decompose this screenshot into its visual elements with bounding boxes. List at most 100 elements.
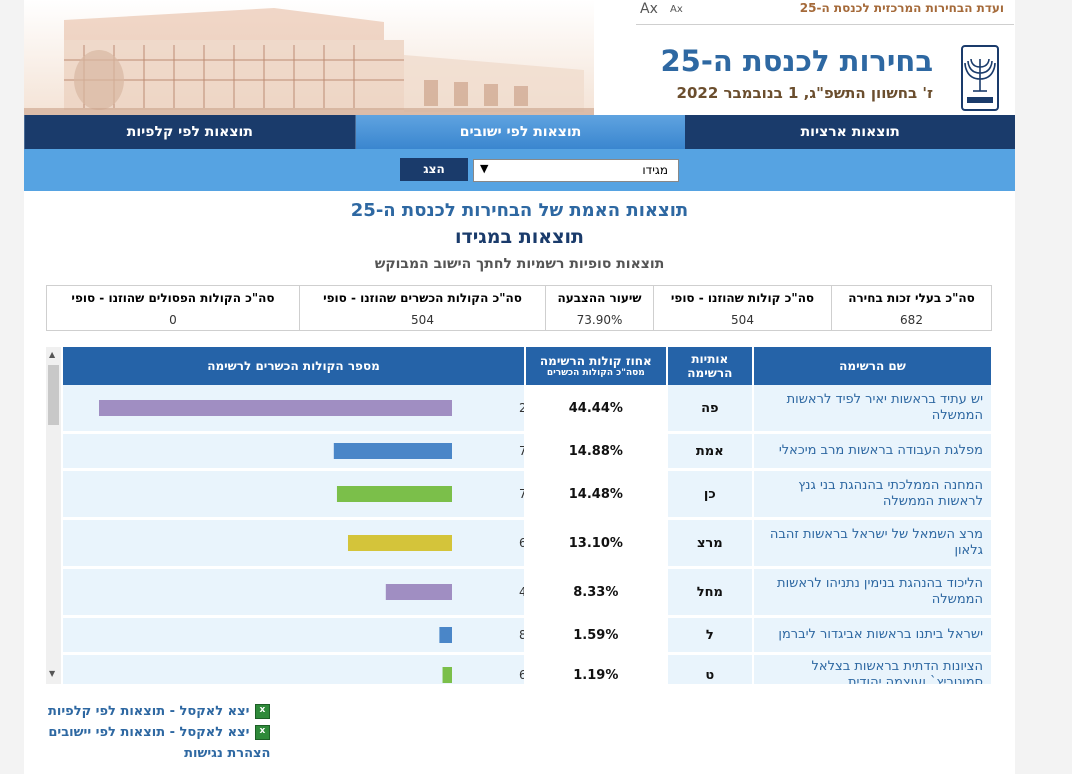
scroll-down-icon[interactable]: ▼ bbox=[49, 669, 56, 678]
summary-header-votes: סה"כ קולות שהוזנו - סופי bbox=[653, 285, 832, 310]
col-header-list-name: שם הרשימה bbox=[753, 347, 991, 385]
vote-bar-cell: 66 bbox=[63, 520, 525, 569]
list-name: מרצ השמאל של ישראל בראשות זהבה גלאון bbox=[753, 520, 991, 569]
table-row: ישראל ביתנו בראשות אביגדור ליברמן ל 1.59% 8 bbox=[63, 618, 991, 655]
main-nav: תוצאות לפי קלפיות תוצאות לפי ישובים תוצא… bbox=[24, 115, 1015, 149]
summary-header-turnout: שיעור ההצבעה bbox=[545, 285, 654, 310]
list-letters: ט bbox=[667, 655, 752, 684]
list-name: מפלגת העבודה בראשות מרב מיכאלי bbox=[753, 434, 991, 471]
dropdown-arrow-icon: ▼ bbox=[480, 162, 489, 175]
font-small-button[interactable]: Ax bbox=[670, 4, 683, 15]
vote-bar-chart: 66 bbox=[348, 535, 524, 551]
summary-header-invalid: סה"כ הקולות הפסולים שהוזנו - סופי bbox=[71, 291, 275, 305]
excel-icon bbox=[255, 725, 271, 740]
town-select[interactable]: מגידו ▼ bbox=[473, 159, 679, 182]
election-date: ז' בחשוון התשפ"ג, 1 בנובמבר 2022 bbox=[676, 84, 933, 102]
summary-value-turnout: 73.90% bbox=[545, 310, 654, 331]
vote-bar-cell: 73 bbox=[63, 471, 525, 520]
list-percent: 1.59% bbox=[526, 618, 666, 655]
final-results-subheading: תוצאות סופיות רשמיות לחתך הישוב המבוקש bbox=[374, 256, 665, 272]
list-name: ישראל ביתנו בראשות אביגדור ליברמן bbox=[753, 618, 991, 655]
summary-table: סה"כ בעלי זכות בחירה סה"כ קולות שהוזנו -… bbox=[46, 285, 992, 331]
vote-count-label: 8 bbox=[519, 628, 524, 642]
list-name: הליכוד בהנהגת בנימין נתניהו לראשות הממשל… bbox=[753, 569, 991, 618]
export-towns-label: יצא לאקסל - תוצאות לפי יישובים bbox=[48, 725, 250, 740]
knesset-building-banner bbox=[24, 0, 594, 115]
vote-count-label: 75 bbox=[519, 444, 524, 458]
export-towns-link[interactable]: יצא לאקסל - תוצאות לפי יישובים bbox=[48, 725, 271, 740]
col-header-list-letters: אותיות הרשימה bbox=[667, 347, 752, 385]
results-scroll-area[interactable]: ▲ ▼ שם הרשימה אותיות הרשימה אחוז קולות ה… bbox=[46, 347, 994, 684]
vote-count-label: 42 bbox=[519, 585, 524, 599]
col-header-percent-sub: מסה"כ הקולות הכשרים bbox=[546, 368, 645, 378]
vote-bar-chart: 8 bbox=[439, 627, 524, 643]
vote-bar-cell: 75 bbox=[63, 434, 525, 471]
table-row: מפלגת העבודה בראשות מרב מיכאלי אמת 14.88% 7… bbox=[63, 434, 991, 471]
list-percent: 8.33% bbox=[526, 569, 666, 618]
summary-value-eligible: 682 bbox=[831, 310, 992, 331]
vote-bar bbox=[333, 443, 453, 459]
vote-bar bbox=[336, 486, 453, 502]
vote-bar bbox=[442, 667, 453, 683]
list-name: הציונות הדתית בראשות בצלאל סמוטריץ` ועוצ… bbox=[753, 655, 991, 684]
page-title: בחירות לכנסת ה-25 bbox=[660, 44, 933, 78]
list-letters: כן bbox=[667, 471, 752, 520]
footer-links: יצא לאקסל - תוצאות לפי קלפיות יצא לאקסל … bbox=[48, 704, 271, 767]
town-select-value: מגידו bbox=[642, 163, 668, 177]
list-letters: אמת bbox=[667, 434, 752, 471]
tab-town-results[interactable]: תוצאות לפי ישובים bbox=[354, 115, 686, 149]
export-booths-label: יצא לאקסל - תוצאות לפי קלפיות bbox=[48, 704, 250, 719]
vote-bar-cell: 42 bbox=[63, 569, 525, 618]
list-name: המחנה הממלכתי בהנהגת בני גנץ לראשות הממש… bbox=[753, 471, 991, 520]
vote-bar-chart: 6 bbox=[442, 667, 524, 683]
page: ועדת הבחירות המרכזית לכנסת ה-25 Ax Ax בח… bbox=[24, 0, 1015, 774]
table-row: מרצ השמאל של ישראל בראשות זהבה גלאון מרצ 1… bbox=[63, 520, 991, 569]
table-row: המחנה הממלכתי בהנהגת בני גנץ לראשות הממש… bbox=[63, 471, 991, 520]
list-percent: 44.44% bbox=[526, 385, 666, 434]
true-results-heading: תוצאות האמת של הבחירות לכנסת ה-25 bbox=[350, 200, 689, 221]
header: ועדת הבחירות המרכזית לכנסת ה-25 Ax Ax בח… bbox=[24, 0, 1015, 115]
summary-value-invalid: 0 bbox=[169, 313, 177, 327]
vote-bar-cell: 6 bbox=[63, 655, 525, 684]
list-name: יש עתיד בראשות יאיר לפיד לראשות הממשלה bbox=[753, 385, 991, 434]
vote-bar bbox=[439, 627, 453, 643]
col-header-votes: מספר הקולות הכשרים לרשימה bbox=[63, 347, 525, 385]
list-letters: פה bbox=[667, 385, 752, 434]
list-letters: מרצ bbox=[667, 520, 752, 569]
top-utility-bar: ועדת הבחירות המרכזית לכנסת ה-25 Ax Ax bbox=[636, 0, 1014, 25]
col-header-percent-label: אחוז קולות הרשימה bbox=[539, 354, 652, 368]
vote-bar bbox=[99, 400, 453, 416]
tab-booth-results[interactable]: תוצאות לפי קלפיות bbox=[24, 115, 355, 149]
vote-count-label: 73 bbox=[519, 487, 524, 501]
vote-bar-chart: 73 bbox=[336, 486, 524, 502]
vote-count-label: 66 bbox=[519, 536, 524, 550]
vote-bar-chart: 75 bbox=[333, 443, 524, 459]
col-header-percent: אחוז קולות הרשימה מסה"כ הקולות הכשרים bbox=[526, 347, 666, 385]
vote-bar-chart: 42 bbox=[385, 584, 524, 600]
list-letters: מחל bbox=[667, 569, 752, 618]
table-row: הציונות הדתית בראשות בצלאל סמוטריץ` ועוצ… bbox=[63, 655, 991, 684]
summary-value-valid: 504 bbox=[299, 310, 546, 331]
committee-name: ועדת הבחירות המרכזית לכנסת ה-25 bbox=[799, 1, 1004, 15]
list-letters: ל bbox=[667, 618, 752, 655]
vote-bar bbox=[385, 584, 453, 600]
accessibility-link[interactable]: הצהרת נגישות bbox=[184, 746, 271, 761]
show-button[interactable]: הצג bbox=[400, 158, 468, 181]
tab-national-results[interactable]: תוצאות ארציות bbox=[800, 124, 900, 140]
excel-icon bbox=[255, 704, 271, 719]
filter-bar: הצג מגידו ▼ bbox=[24, 149, 1015, 191]
vote-count-label: 6 bbox=[519, 668, 524, 682]
font-large-button[interactable]: Ax bbox=[640, 1, 658, 17]
list-percent: 14.48% bbox=[526, 471, 666, 520]
list-percent: 14.88% bbox=[526, 434, 666, 471]
vote-bar bbox=[348, 535, 453, 551]
scroll-up-icon[interactable]: ▲ bbox=[49, 350, 56, 359]
export-booths-link[interactable]: יצא לאקסל - תוצאות לפי קלפיות bbox=[48, 704, 271, 719]
table-row: יש עתיד בראשות יאיר לפיד לראשות הממשלה פה… bbox=[63, 385, 991, 434]
scrollbar[interactable]: ▲ ▼ bbox=[46, 347, 61, 684]
scrollbar-thumb[interactable] bbox=[48, 365, 59, 425]
summary-header-eligible: סה"כ בעלי זכות בחירה bbox=[831, 285, 992, 310]
vote-bar-chart: 224 bbox=[99, 400, 524, 416]
list-percent: 13.10% bbox=[526, 520, 666, 569]
list-percent: 1.19% bbox=[526, 655, 666, 684]
